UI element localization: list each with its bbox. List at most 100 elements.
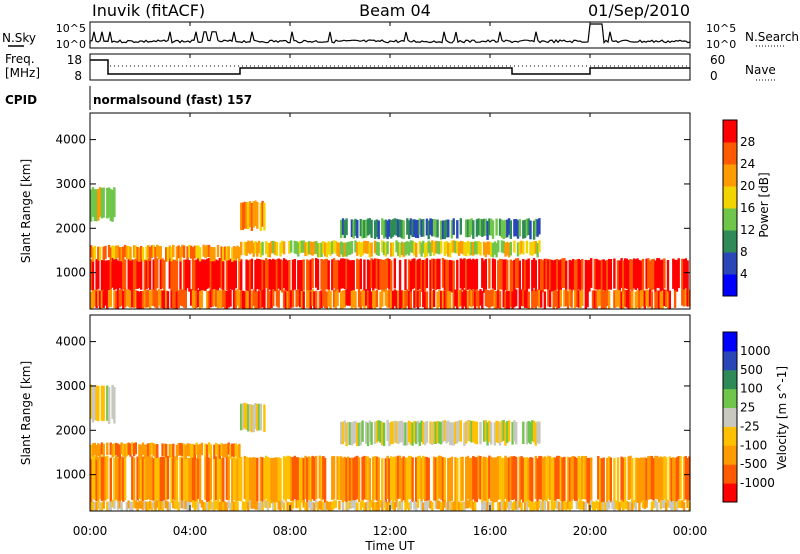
heatmap-cell <box>463 258 466 289</box>
heatmap-cell <box>502 240 505 254</box>
heatmap-cell <box>641 258 645 290</box>
heatmap-cell <box>377 259 380 290</box>
heatmap-cell <box>281 500 284 508</box>
heatmap-cell <box>556 500 559 510</box>
heatmap-cell <box>600 502 604 511</box>
heatmap-cell <box>513 290 516 308</box>
heatmap-cell <box>400 458 404 504</box>
heatmap-cell <box>102 443 105 458</box>
heatmap-cell <box>250 258 254 290</box>
heatmap-cell <box>259 501 262 511</box>
heatmap-cell <box>193 245 196 259</box>
heatmap-cell <box>663 289 666 307</box>
heatmap-cell <box>93 456 96 500</box>
heatmap-cell <box>540 456 543 500</box>
heatmap-cell <box>607 290 611 309</box>
heatmap-cell <box>525 218 529 236</box>
heatmap-cell <box>457 420 461 442</box>
heatmap-cell <box>154 259 157 291</box>
heatmap-cell <box>493 291 496 309</box>
heatmap-cell <box>454 421 457 444</box>
heatmap-cell <box>163 290 166 309</box>
heatmap-cell <box>677 456 680 500</box>
heatmap-cell <box>182 456 186 501</box>
heatmap-cell <box>259 456 262 502</box>
heatmap-cell <box>534 218 537 237</box>
heatmap-cell <box>165 500 168 509</box>
heatmap-cell <box>93 189 96 222</box>
heatmap-cell <box>354 421 357 443</box>
heatmap-cell <box>123 444 127 458</box>
nsearch-tick-bottom: 10^0 <box>706 38 736 51</box>
heatmap-cell <box>309 291 312 309</box>
heatmap-cell <box>188 443 191 457</box>
heatmap-cell <box>506 457 509 503</box>
heatmap-cell <box>243 455 246 500</box>
heatmap-cell <box>306 502 309 511</box>
heatmap-cell <box>284 259 287 291</box>
heatmap-cell <box>357 422 361 446</box>
heatmap-cell <box>416 219 420 239</box>
heatmap-cell <box>372 456 375 501</box>
heatmap-cell <box>538 259 541 290</box>
heatmap-cell <box>370 422 373 445</box>
power-colorbar-segment <box>723 186 737 209</box>
heatmap-cell <box>382 241 386 256</box>
heatmap-cell <box>320 290 323 308</box>
heatmap-cell <box>309 259 312 291</box>
heatmap-cell <box>343 258 346 290</box>
heatmap-cell <box>459 258 462 289</box>
heatmap-cell <box>102 246 105 261</box>
heatmap-cell <box>191 457 195 503</box>
heatmap-cell <box>272 458 275 504</box>
heatmap-cell <box>138 444 141 459</box>
heatmap-cell <box>290 456 293 501</box>
heatmap-cell <box>488 420 491 443</box>
heatmap-cell <box>513 501 516 510</box>
heatmap-cell <box>395 290 398 309</box>
heatmap-cell <box>186 246 189 260</box>
heatmap-cell <box>454 240 457 254</box>
heatmap-cell <box>409 240 412 253</box>
heatmap-cell <box>304 455 307 499</box>
heatmap-cell <box>345 501 348 511</box>
heatmap-cell <box>300 260 304 292</box>
heatmap-cell <box>215 259 218 291</box>
heatmap-cell <box>116 501 120 510</box>
heatmap-cell <box>436 219 439 238</box>
heatmap-cell <box>659 291 662 309</box>
heatmap-cell <box>613 458 616 504</box>
heatmap-cell <box>481 219 484 237</box>
heatmap-cell <box>500 457 504 503</box>
heatmap-cell <box>238 443 241 458</box>
heatmap-cell <box>591 290 595 309</box>
heatmap-cell <box>513 420 516 442</box>
heatmap-cell <box>445 219 448 238</box>
heatmap-cell <box>266 290 270 309</box>
heatmap-cell <box>482 218 486 236</box>
heatmap-cell <box>154 290 157 308</box>
heatmap-cell <box>177 245 180 259</box>
nsky-tick-top: 10^5 <box>56 22 86 35</box>
heatmap-cell <box>322 502 325 511</box>
heatmap-cell <box>286 455 289 499</box>
heatmap-cell <box>166 247 170 262</box>
heatmap-cell <box>447 242 450 257</box>
heatmap-cell <box>452 422 455 446</box>
heatmap-cell <box>191 260 195 293</box>
heatmap-cell <box>259 403 262 431</box>
heatmap-cell <box>498 218 502 236</box>
heatmap-cell <box>627 260 630 292</box>
heatmap-cell <box>277 457 280 502</box>
heatmap-cell <box>611 500 614 509</box>
heatmap-cell <box>240 403 243 431</box>
heatmap-cell <box>532 420 536 443</box>
heatmap-cell <box>511 502 514 511</box>
heatmap-cell <box>175 260 179 293</box>
heatmap-cell <box>493 241 496 255</box>
heatmap-cell <box>468 420 471 442</box>
heatmap-cell <box>681 289 684 306</box>
heatmap-cell <box>386 501 389 511</box>
heatmap-cell <box>327 260 330 293</box>
heatmap-cell <box>304 502 307 511</box>
